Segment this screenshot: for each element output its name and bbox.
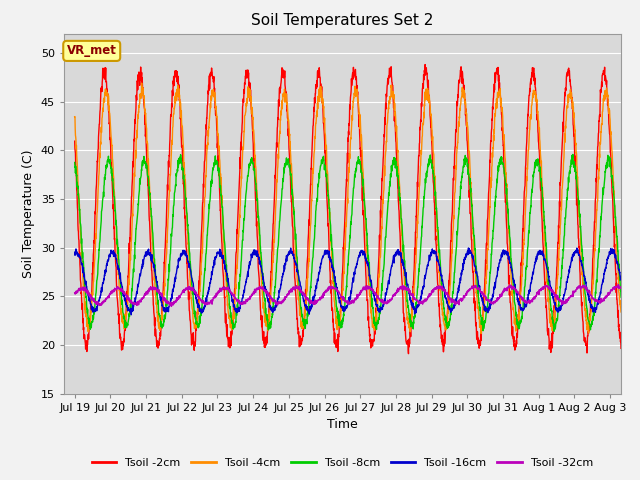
Y-axis label: Soil Temperature (C): Soil Temperature (C) — [22, 149, 35, 278]
Tsoil -8cm — [251, 174, 259, 180]
Tsoil -32cm — [128, 300, 136, 306]
Line: Tsoil -2cm: Tsoil -2cm — [75, 65, 640, 354]
Line: Tsoil -8cm: Tsoil -8cm — [75, 155, 640, 331]
Tsoil -2cm — [565, 68, 573, 73]
Tsoil -16cm — [395, 251, 403, 257]
Tsoil -32cm — [252, 288, 259, 294]
Tsoil -16cm — [634, 280, 640, 286]
Tsoil -8cm — [550, 328, 558, 334]
Line: Tsoil -16cm: Tsoil -16cm — [75, 248, 640, 315]
Tsoil -8cm — [71, 159, 79, 165]
Tsoil -32cm — [395, 287, 403, 292]
Tsoil -32cm — [71, 290, 79, 296]
Tsoil -8cm — [569, 152, 577, 157]
Tsoil -16cm — [127, 312, 135, 318]
Tsoil -16cm — [128, 309, 136, 314]
Tsoil -4cm — [71, 114, 79, 120]
Tsoil -8cm — [532, 159, 540, 165]
Tsoil -8cm — [565, 180, 573, 185]
Title: Soil Temperatures Set 2: Soil Temperatures Set 2 — [252, 13, 433, 28]
Tsoil -4cm — [634, 113, 640, 119]
Tsoil -2cm — [251, 180, 259, 185]
Tsoil -32cm — [614, 282, 622, 288]
Tsoil -4cm — [533, 99, 541, 105]
Tsoil -32cm — [565, 296, 573, 301]
Tsoil -32cm — [634, 299, 640, 304]
Tsoil -2cm — [71, 138, 79, 144]
Tsoil -16cm — [252, 252, 259, 258]
Tsoil -16cm — [565, 270, 573, 276]
Tsoil -2cm — [421, 62, 429, 68]
Tsoil -4cm — [252, 153, 259, 159]
X-axis label: Time: Time — [327, 418, 358, 431]
Tsoil -2cm — [395, 200, 403, 206]
Legend: Tsoil -2cm, Tsoil -4cm, Tsoil -8cm, Tsoil -16cm, Tsoil -32cm: Tsoil -2cm, Tsoil -4cm, Tsoil -8cm, Tsoi… — [87, 453, 598, 472]
Tsoil -16cm — [465, 245, 472, 251]
Tsoil -2cm — [404, 351, 412, 357]
Tsoil -16cm — [533, 257, 541, 263]
Tsoil -16cm — [71, 252, 79, 258]
Line: Tsoil -32cm: Tsoil -32cm — [75, 285, 640, 306]
Line: Tsoil -4cm: Tsoil -4cm — [75, 83, 640, 334]
Tsoil -2cm — [128, 193, 136, 199]
Tsoil -32cm — [168, 303, 175, 309]
Text: VR_met: VR_met — [67, 44, 116, 58]
Tsoil -4cm — [138, 80, 145, 86]
Tsoil -8cm — [128, 286, 136, 292]
Tsoil -4cm — [565, 91, 573, 97]
Tsoil -8cm — [395, 181, 403, 187]
Tsoil -8cm — [634, 198, 640, 204]
Tsoil -4cm — [477, 331, 485, 336]
Tsoil -32cm — [532, 293, 540, 299]
Tsoil -2cm — [634, 78, 640, 84]
Tsoil -4cm — [395, 169, 403, 175]
Tsoil -2cm — [533, 109, 541, 115]
Tsoil -4cm — [128, 231, 136, 237]
